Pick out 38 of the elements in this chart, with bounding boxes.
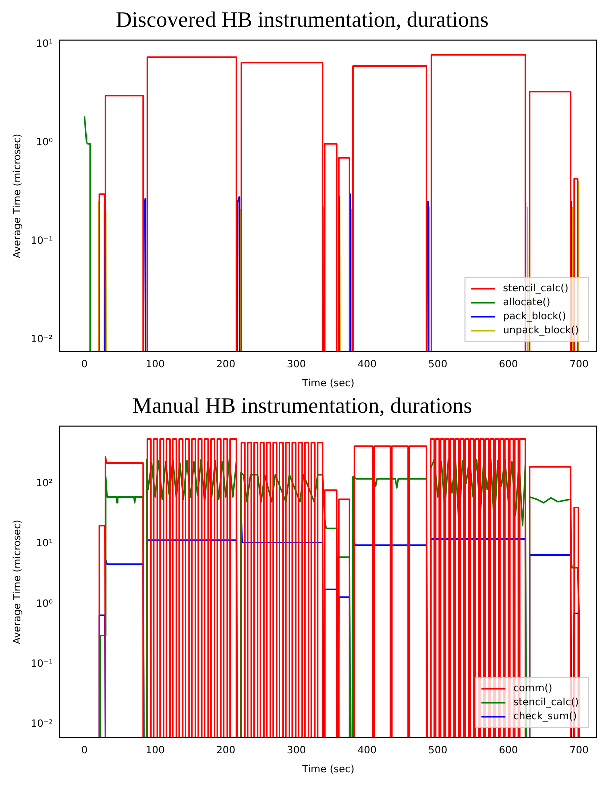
legend-label: unpack_block() <box>503 326 580 337</box>
y-tick-label: 10⁻² <box>30 719 54 730</box>
x-tick-label: 400 <box>358 746 377 757</box>
x-tick-label: 100 <box>146 360 165 371</box>
legend-label: stencil_calc() <box>514 698 580 709</box>
x-tick-label: 0 <box>82 360 88 371</box>
y-tick-label: 10⁻¹ <box>30 236 54 247</box>
legend-label: stencil_calc() <box>503 284 569 295</box>
y-tick-label: 10¹ <box>36 538 54 550</box>
y-tick-label: 10¹ <box>36 39 54 50</box>
x-axis-title: Time (sec) <box>301 378 355 390</box>
x-tick-label: 0 <box>82 746 88 757</box>
legend-label: pack_block() <box>503 312 566 323</box>
x-tick-label: 300 <box>287 746 306 757</box>
x-tick-label: 700 <box>570 746 589 757</box>
x-tick-label: 300 <box>287 360 306 371</box>
y-tick-label: 10² <box>36 478 54 490</box>
x-tick-label: 200 <box>216 360 236 371</box>
x-tick-label: 200 <box>216 746 236 757</box>
y-tick-label: 10⁻¹ <box>30 659 54 670</box>
legend-label: allocate() <box>503 298 551 309</box>
x-tick-label: 400 <box>358 360 377 371</box>
chart-title: Manual HB instrumentation, durations <box>132 392 472 418</box>
x-tick-label: 600 <box>499 360 518 371</box>
y-tick-label: 10⁰ <box>36 598 54 610</box>
x-tick-label: 100 <box>146 746 165 757</box>
x-tick-label: 700 <box>570 360 589 371</box>
x-tick-label: 500 <box>428 360 448 371</box>
x-tick-label: 600 <box>499 746 518 757</box>
y-axis-title: Average Time (microsec) <box>12 520 24 644</box>
legend-label: check_sum() <box>514 712 578 723</box>
legend-label: comm() <box>514 684 553 695</box>
x-axis-title: Time (sec) <box>301 764 355 776</box>
x-tick-label: 500 <box>428 746 448 757</box>
y-tick-label: 10⁻² <box>30 334 54 346</box>
y-tick-label: 10⁰ <box>36 137 54 148</box>
chart-title: Discovered HB instrumentation, durations <box>116 6 489 32</box>
y-axis-title: Average Time (microsec) <box>12 134 24 258</box>
